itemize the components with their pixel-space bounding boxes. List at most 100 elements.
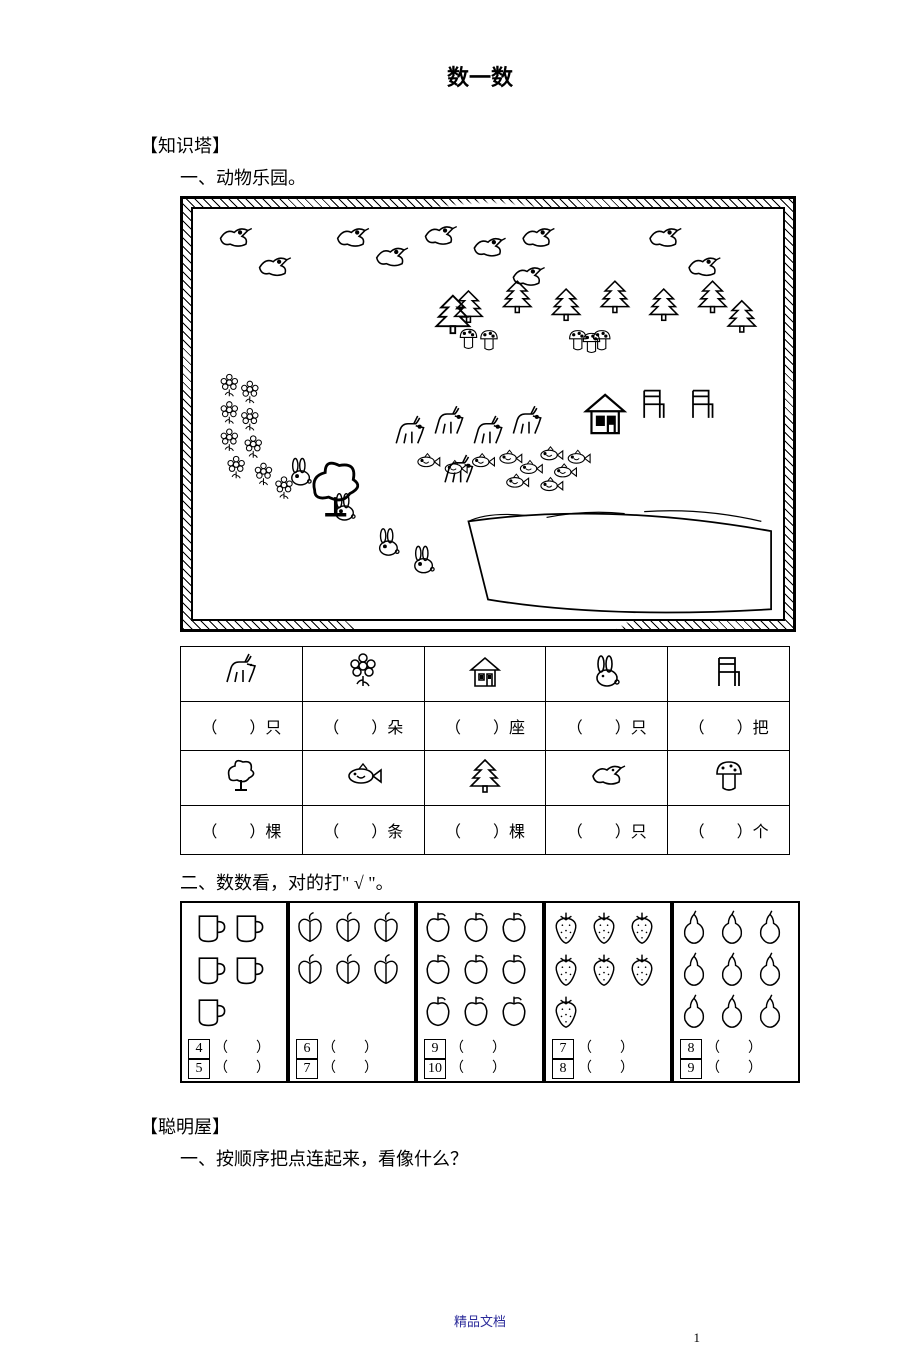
apple-icon [496,907,532,947]
chair-icon [709,652,749,692]
option-paren: （ ） [450,1059,506,1079]
q2-option: 5（ ） [184,1059,284,1079]
option-number: 8 [680,1039,702,1059]
strawberry-icon [548,991,584,1031]
count-icon-house [424,647,546,702]
count-blank-flower: （ ）朵 [302,702,424,751]
section-smart: 【聪明屋】 [140,1113,820,1139]
pine-icon [465,756,505,796]
apple-icon [458,907,494,947]
q2-option: 9（ ） [420,1039,540,1059]
smart-q1-heading: 一、按顺序把点连起来，看像什么？ [180,1145,820,1171]
flower-icon [343,652,383,692]
option-paren: （ ） [578,1059,634,1079]
peach-icon [330,949,366,989]
pear-icon [714,907,750,947]
q2-col-pear: 8（ ）9（ ） [672,901,800,1083]
apple-icon [496,949,532,989]
count-blank-pine: （ ）棵 [424,806,546,855]
count-blank-deer: （ ）只 [181,702,303,751]
q2-option: 7（ ） [292,1059,412,1079]
option-number: 4 [188,1039,210,1059]
scene-illustration [193,209,783,619]
q2-col-apple: 9（ ）10（ ） [416,901,544,1083]
count-blank-big-tree: （ ）棵 [181,806,303,855]
strawberry-icon [586,949,622,989]
cup-icon [232,949,268,989]
option-paren: （ ） [322,1039,378,1059]
footer-label: 精品文档 [140,1311,820,1330]
option-paren: （ ） [578,1039,634,1059]
strawberry-icon [624,907,660,947]
option-number: 5 [188,1059,210,1079]
footer-page: 1 [694,1330,701,1346]
strawberry-icon [586,907,622,947]
page-title: 数一数 [140,60,820,92]
count-icon-flower [302,647,424,702]
q2-option: 6（ ） [292,1039,412,1059]
q2-option: 7（ ） [548,1039,668,1059]
q2-table: 4（ ）5（ ）6（ ）7（ ）9（ ）10（ ）7（ ）8（ ）8（ ）9（ … [180,901,800,1083]
q2-col-peach: 6（ ）7（ ） [288,901,416,1083]
count-blank-bird: （ ）只 [546,806,668,855]
pear-icon [714,991,750,1031]
option-number: 6 [296,1039,318,1059]
option-number: 9 [680,1059,702,1079]
rabbit-icon [587,652,627,692]
q2-option: 4（ ） [184,1039,284,1059]
animal-scene [180,196,796,632]
option-paren: （ ） [706,1059,762,1079]
peach-icon [330,907,366,947]
section-knowledge: 【知识塔】 [140,132,820,158]
pear-icon [676,907,712,947]
mushroom-icon [709,756,749,796]
count-icon-big-tree [181,751,303,806]
count-blank-rabbit: （ ）只 [546,702,668,751]
q2-option: 10（ ） [420,1059,540,1079]
option-number: 7 [552,1039,574,1059]
cup-icon [194,991,230,1031]
count-icon-chair [668,647,790,702]
count-icon-mushroom [668,751,790,806]
peach-icon [368,949,404,989]
count-blank-fish: （ ）条 [302,806,424,855]
pear-icon [752,991,788,1031]
apple-icon [458,991,494,1031]
count-icon-bird [546,751,668,806]
pear-icon [752,907,788,947]
deer-icon [221,652,261,692]
pear-icon [676,991,712,1031]
count-blank-mushroom: （ ）个 [668,806,790,855]
count-icon-deer [181,647,303,702]
strawberry-icon [548,907,584,947]
big-tree-icon [221,756,261,796]
q1-heading: 一、动物乐园。 [180,164,820,190]
count-icon-pine [424,751,546,806]
cup-icon [194,949,230,989]
q2-heading: 二、数数看，对的打" √ "。 [180,869,820,895]
option-paren: （ ） [214,1059,270,1079]
option-paren: （ ） [450,1039,506,1059]
pear-icon [714,949,750,989]
option-number: 8 [552,1059,574,1079]
peach-icon [368,907,404,947]
option-number: 10 [424,1059,446,1079]
cup-icon [232,907,268,947]
option-paren: （ ） [706,1039,762,1059]
apple-icon [420,907,456,947]
count-icon-rabbit [546,647,668,702]
q2-col-cup: 4（ ）5（ ） [180,901,288,1083]
q2-option: 9（ ） [676,1059,796,1079]
apple-icon [496,991,532,1031]
apple-icon [458,949,494,989]
option-number: 9 [424,1039,446,1059]
apple-icon [420,991,456,1031]
count-blank-chair: （ ）把 [668,702,790,751]
cup-icon [194,907,230,947]
q2-option: 8（ ） [548,1059,668,1079]
q2-col-strawberry: 7（ ）8（ ） [544,901,672,1083]
strawberry-icon [548,949,584,989]
count-icon-fish [302,751,424,806]
bird-icon [587,756,627,796]
fish-icon [343,756,383,796]
